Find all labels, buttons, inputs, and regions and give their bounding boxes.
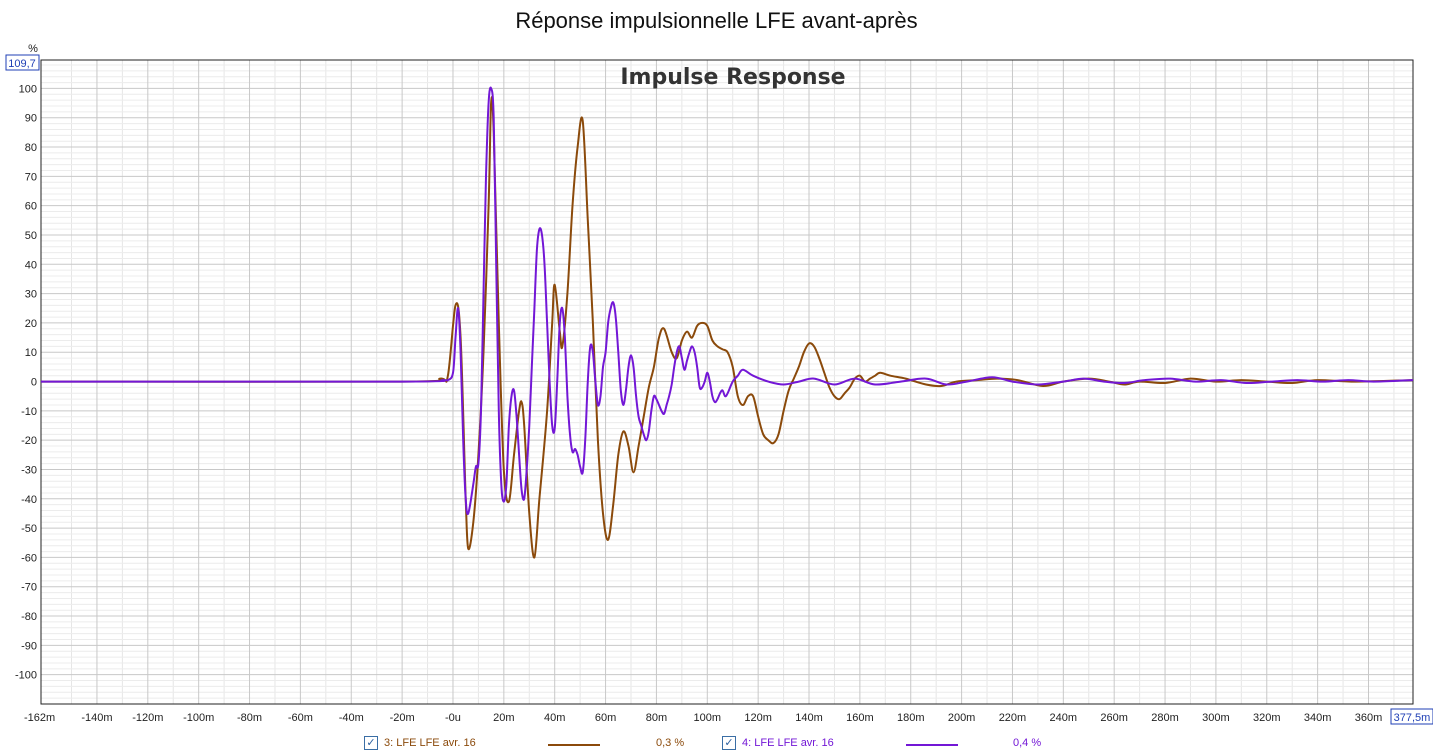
x-tick-label: 240m bbox=[1050, 712, 1078, 724]
x-tick-label: 300m bbox=[1202, 712, 1230, 724]
y-max-box[interactable] bbox=[5, 54, 40, 71]
legend-swatch-series-4 bbox=[906, 744, 958, 746]
x-tick-label: 320m bbox=[1253, 712, 1281, 724]
y-tick-label: -100 bbox=[15, 670, 37, 682]
x-tick-label: 100m bbox=[694, 712, 722, 724]
series-layer bbox=[40, 86, 1414, 559]
x-min-label: -162m bbox=[24, 712, 55, 724]
legend-label-series-3: 3: LFE LFE avr. 16 bbox=[384, 737, 476, 749]
checkbox-series-3[interactable]: ✓ bbox=[364, 736, 378, 750]
checkbox-series-4[interactable]: ✓ bbox=[722, 736, 736, 750]
x-tick-label: 160m bbox=[846, 712, 874, 724]
series-line-3 bbox=[40, 96, 1414, 559]
y-tick-label: 60 bbox=[25, 201, 37, 213]
x-max-label[interactable]: 377,5m bbox=[1394, 712, 1431, 724]
x-tick-label: 120m bbox=[744, 712, 772, 724]
y-tick-label: 50 bbox=[25, 230, 37, 242]
x-tick-label: 340m bbox=[1304, 712, 1332, 724]
y-axis: 1009080706050403020100-10-20-30-40-50-60… bbox=[5, 43, 40, 682]
y-tick-label: -10 bbox=[21, 406, 37, 418]
x-tick-label: -120m bbox=[132, 712, 163, 724]
y-tick-label: -80 bbox=[21, 611, 37, 623]
y-tick-label: -70 bbox=[21, 582, 37, 594]
x-max-box[interactable] bbox=[1390, 708, 1433, 725]
series-line-4 bbox=[40, 86, 1414, 516]
x-tick-label: -60m bbox=[288, 712, 313, 724]
x-tick-label: 80m bbox=[646, 712, 667, 724]
x-tick-label: -80m bbox=[237, 712, 262, 724]
x-tick-label: 260m bbox=[1100, 712, 1128, 724]
x-tick-label: -20m bbox=[390, 712, 415, 724]
y-tick-label: 10 bbox=[25, 347, 37, 359]
y-tick-label: -60 bbox=[21, 552, 37, 564]
x-axis: -140m -120m -100m -80m -60m -40m -20m -0u 20m 40m… bbox=[24, 708, 1433, 725]
x-tick-label: 280m bbox=[1151, 712, 1179, 724]
y-unit-label: % bbox=[28, 43, 38, 55]
legend-value-series-3: 0,3 % bbox=[656, 737, 685, 749]
legend-item-series-3[interactable]: ✓ 3: LFE LFE avr. 16 bbox=[364, 736, 476, 750]
y-tick-label: -20 bbox=[21, 435, 37, 447]
y-tick-label: 70 bbox=[25, 171, 37, 183]
x-tick-label: 360m bbox=[1355, 712, 1383, 724]
y-tick-label: -30 bbox=[21, 464, 37, 476]
y-tick-label: 20 bbox=[25, 318, 37, 330]
x-tick-label: -100m bbox=[183, 712, 214, 724]
y-tick-label: -50 bbox=[21, 523, 37, 535]
chart-title: Impulse Response bbox=[620, 65, 845, 90]
y-max-label[interactable]: 109,7 bbox=[8, 58, 36, 70]
legend-swatch-series-3 bbox=[548, 744, 600, 746]
x-tick-label: 140m bbox=[795, 712, 823, 724]
x-tick-label: 200m bbox=[948, 712, 976, 724]
legend-value-series-4: 0,4 % bbox=[1013, 737, 1042, 749]
x-tick-label: -140m bbox=[81, 712, 112, 724]
x-tick-label: 40m bbox=[544, 712, 565, 724]
legend-label-series-4: 4: LFE LFE avr. 16 bbox=[742, 737, 834, 749]
legend-item-series-4[interactable]: ✓ 4: LFE LFE avr. 16 bbox=[722, 736, 834, 750]
y-tick-label: 0 bbox=[31, 377, 37, 389]
page-title: Réponse impulsionnelle LFE avant-après bbox=[515, 8, 918, 33]
y-tick-label: -40 bbox=[21, 494, 37, 506]
y-tick-label: 30 bbox=[25, 289, 37, 301]
x-tick-label: -0u bbox=[445, 712, 461, 724]
y-tick-label: 100 bbox=[19, 83, 37, 95]
y-tick-label: 90 bbox=[25, 113, 37, 125]
y-tick-label: -90 bbox=[21, 640, 37, 652]
x-tick-label: 220m bbox=[999, 712, 1027, 724]
x-tick-label: 180m bbox=[897, 712, 925, 724]
x-tick-label: 60m bbox=[595, 712, 616, 724]
x-tick-label: -40m bbox=[339, 712, 364, 724]
y-tick-label: 40 bbox=[25, 259, 37, 271]
x-tick-label: 20m bbox=[493, 712, 514, 724]
y-tick-label: 80 bbox=[25, 142, 37, 154]
impulse-response-chart: Impulse Response 1009080706050403020100-… bbox=[5, 43, 1433, 725]
